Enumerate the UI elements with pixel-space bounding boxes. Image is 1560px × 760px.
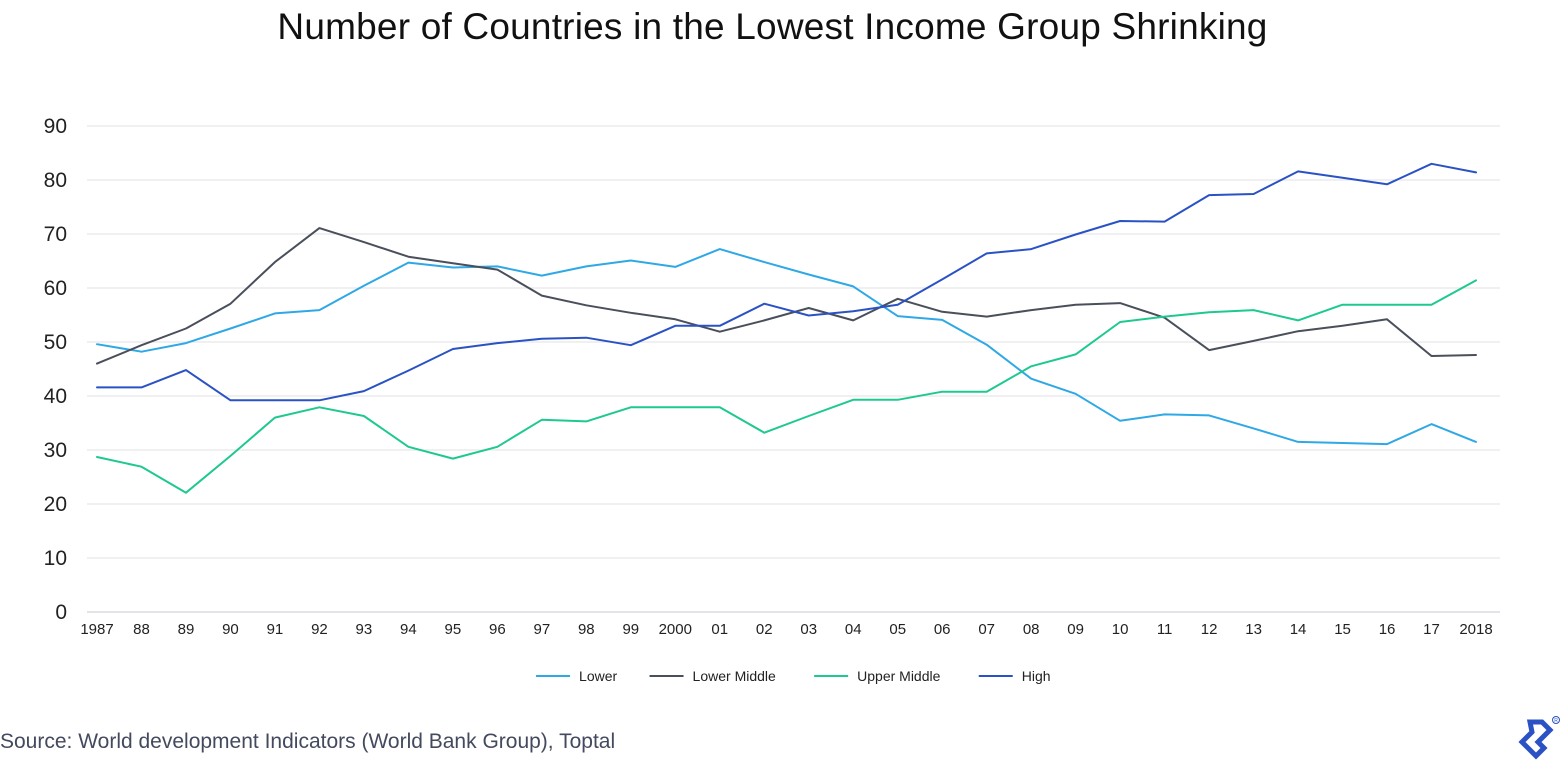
- legend-label-high: High: [1022, 668, 1051, 684]
- x-tick-label: 10: [1112, 621, 1129, 638]
- series-line-lower: [96, 248, 1477, 446]
- x-tick-label: 94: [400, 621, 417, 638]
- y-tick-label: 0: [55, 601, 67, 624]
- x-tick-label: 89: [178, 621, 195, 638]
- x-tick-label: 2018: [1459, 621, 1492, 638]
- y-tick-label: 90: [44, 115, 67, 138]
- toptal-logo-icon: R: [1518, 716, 1560, 760]
- y-tick-label: 40: [44, 385, 67, 408]
- x-tick-label: 01: [711, 621, 728, 638]
- x-axis-ticks: 1987 88 89 90 91 92 93 94 95 96 97 98 99 2000 01 02 03 04…: [80, 621, 1492, 638]
- y-tick-label: 10: [44, 547, 67, 570]
- y-tick-label: 50: [44, 331, 67, 354]
- x-tick-label: 92: [311, 621, 328, 638]
- x-tick-label: 88: [133, 621, 150, 638]
- x-tick-label: 96: [489, 621, 506, 638]
- x-tick-label: 15: [1334, 621, 1351, 638]
- series-lines: [96, 162, 1477, 494]
- x-tick-label: 11: [1157, 621, 1173, 638]
- x-tick-label: 09: [1067, 621, 1084, 638]
- y-tick-label: 70: [44, 223, 67, 246]
- legend: Lower Lower Middle Upper Middle High: [536, 668, 1051, 684]
- source-note: Source: World development Indicators (Wo…: [0, 730, 616, 753]
- y-tick-label: 60: [44, 277, 67, 300]
- x-tick-label: 13: [1245, 621, 1262, 638]
- x-tick-label: 93: [356, 621, 373, 638]
- x-tick-label: 05: [889, 621, 906, 638]
- y-axis-ticks: 0 10 20 30 40 50 60 70 80 90: [44, 115, 67, 624]
- series-line-upper-middle: [96, 279, 1477, 494]
- series-line-high: [96, 162, 1477, 402]
- chart-title: Number of Countries in the Lowest Income…: [277, 6, 1268, 47]
- x-tick-label: 98: [578, 621, 595, 638]
- gridlines: [87, 125, 1500, 613]
- x-tick-label: 16: [1379, 621, 1396, 638]
- x-tick-label: 95: [445, 621, 462, 638]
- y-tick-label: 30: [44, 439, 67, 462]
- y-tick-label: 20: [44, 493, 67, 516]
- x-tick-label: 99: [622, 621, 639, 638]
- registered-mark-letter: R: [1554, 718, 1558, 724]
- series-line-lower-middle: [96, 227, 1477, 365]
- x-tick-label: 1987: [80, 621, 113, 638]
- x-tick-label: 12: [1201, 621, 1218, 638]
- x-tick-label: 04: [845, 621, 862, 638]
- x-tick-label: 17: [1423, 621, 1440, 638]
- x-tick-label: 03: [800, 621, 817, 638]
- x-tick-label: 07: [978, 621, 995, 638]
- x-tick-label: 2000: [659, 621, 692, 638]
- x-tick-label: 08: [1023, 621, 1040, 638]
- x-tick-label: 90: [222, 621, 239, 638]
- x-tick-label: 91: [267, 621, 284, 638]
- legend-label-lower: Lower: [579, 668, 617, 684]
- toptal-logo-shape: [1518, 719, 1554, 760]
- legend-label-lower-middle: Lower Middle: [693, 668, 776, 684]
- x-tick-label: 02: [756, 621, 773, 638]
- x-tick-label: 14: [1290, 621, 1307, 638]
- legend-label-upper-middle: Upper Middle: [857, 668, 940, 684]
- x-tick-label: 06: [934, 621, 951, 638]
- x-tick-label: 97: [533, 621, 550, 638]
- y-tick-label: 80: [44, 169, 67, 192]
